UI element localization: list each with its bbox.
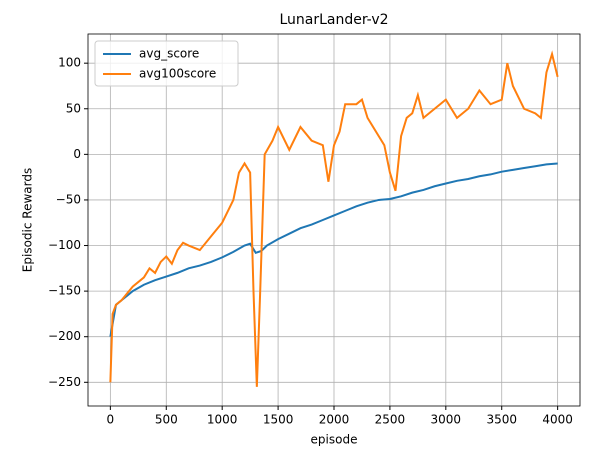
legend-label: avg100score — [139, 67, 216, 81]
x-tick-label: 2000 — [319, 413, 350, 427]
y-tick-label: −250 — [48, 375, 81, 389]
x-tick-label: 500 — [155, 413, 178, 427]
x-tick-label: 1500 — [263, 413, 294, 427]
plot-frame — [87, 33, 581, 407]
y-tick-label: 50 — [66, 101, 81, 115]
x-tick-label: 3500 — [486, 413, 517, 427]
legend-label: avg_score — [139, 47, 199, 61]
chart-title: LunarLander-v2 — [279, 12, 388, 28]
x-axis-label: episode — [311, 433, 358, 447]
legend: avg_score avg100score — [94, 40, 239, 87]
line-series — [109, 162, 558, 337]
y-tick-label: −100 — [48, 238, 81, 252]
x-tick-label: 4000 — [542, 413, 573, 427]
y-tick-label: −50 — [56, 192, 81, 206]
x-tick-label: 3000 — [431, 413, 462, 427]
x-tick-label: 2500 — [375, 413, 406, 427]
x-tick-label: 0 — [107, 413, 115, 427]
y-axis-label: Episodic Rewards — [21, 168, 35, 272]
y-tick-label: 0 — [73, 147, 81, 161]
y-tick-label: −200 — [48, 329, 81, 343]
line-series — [109, 50, 559, 387]
y-tick-label: 100 — [58, 56, 81, 70]
y-tick-label: −150 — [48, 284, 81, 298]
x-tick-label: 1000 — [207, 413, 238, 427]
